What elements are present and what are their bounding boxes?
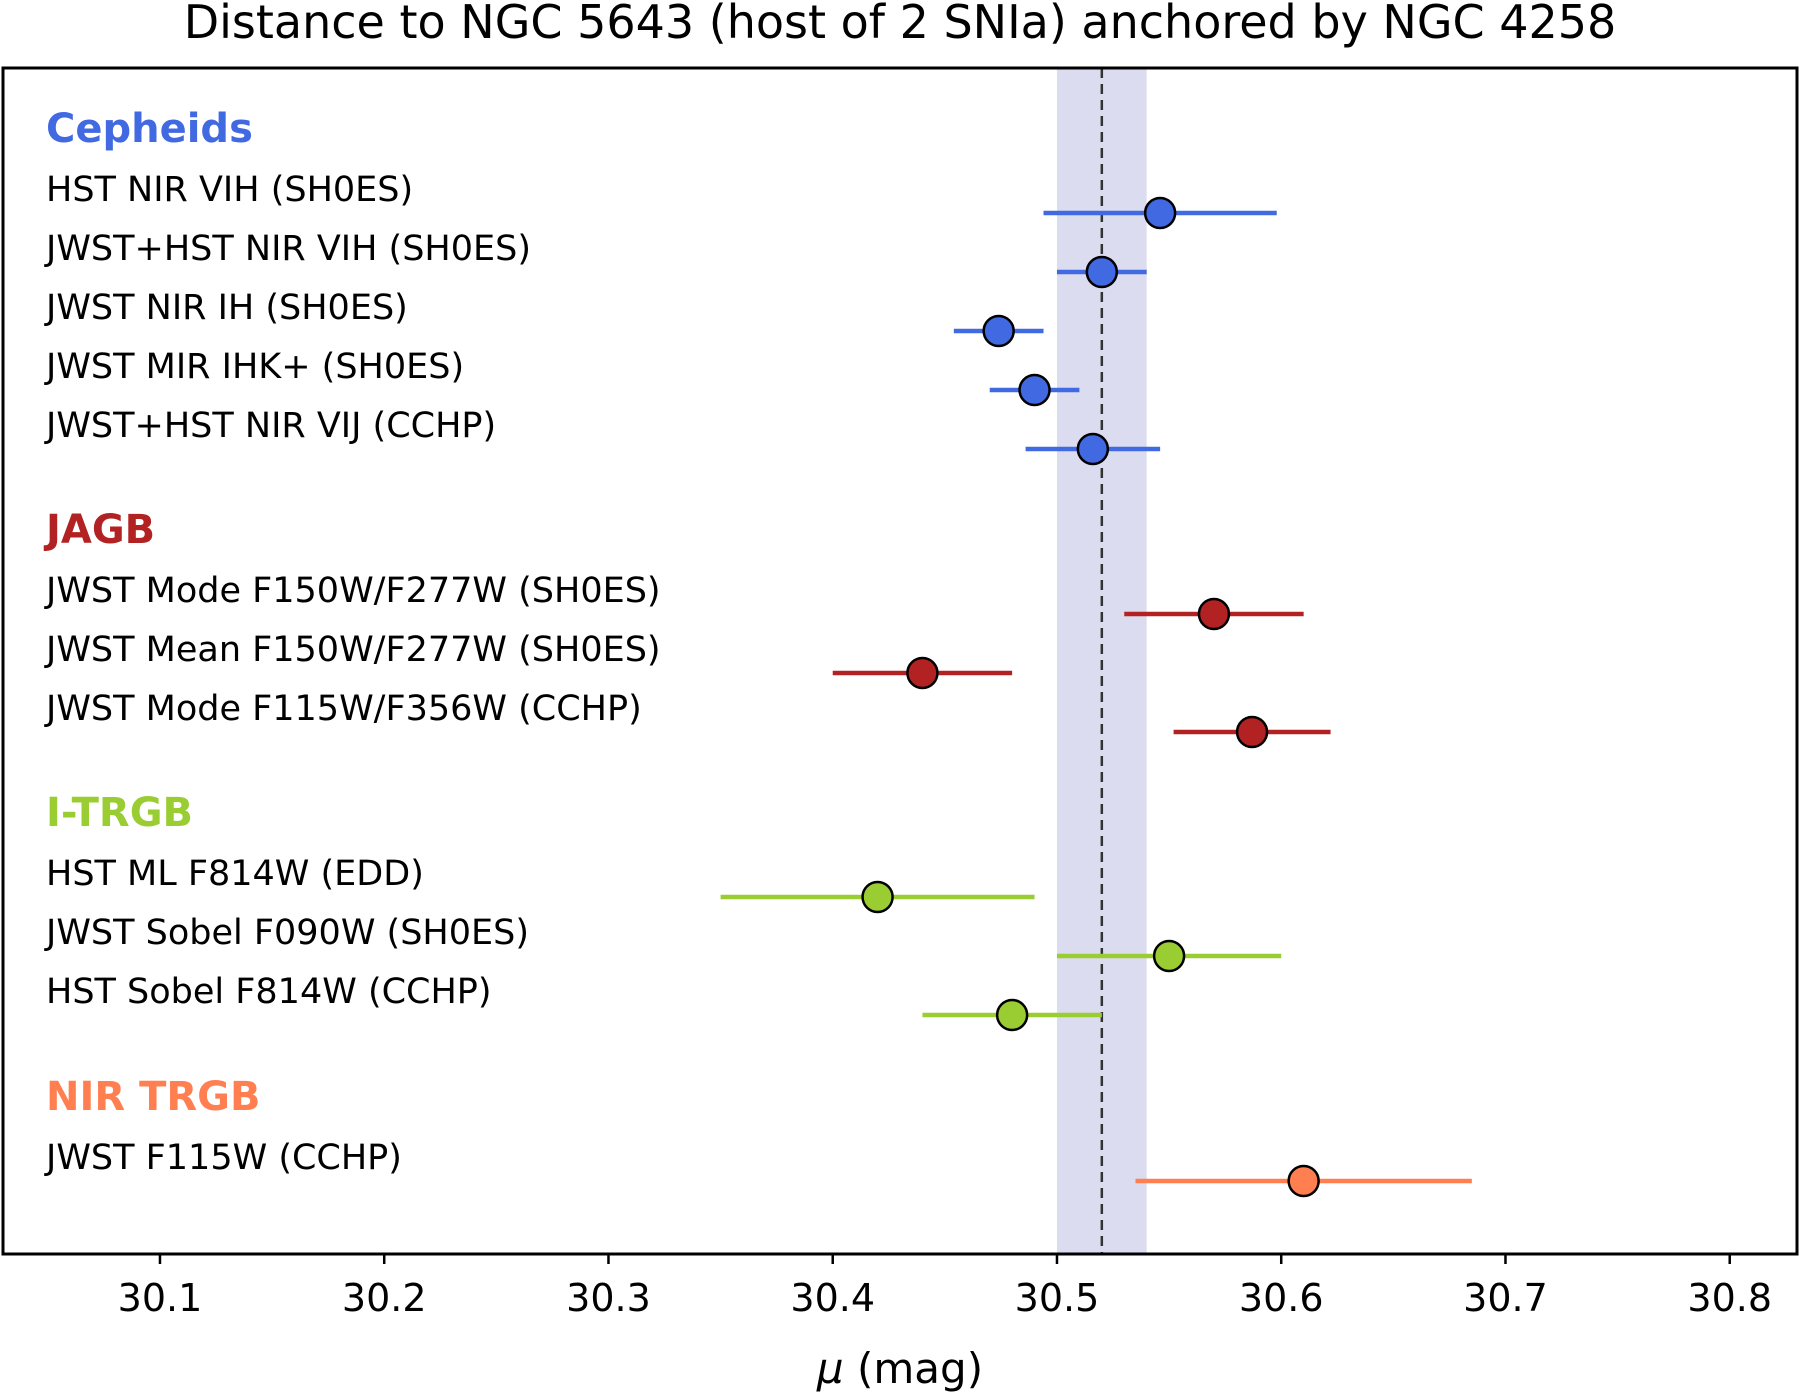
data-point xyxy=(1076,432,1110,466)
row-label: HST NIR VIH (SH0ES) xyxy=(46,170,413,210)
data-point xyxy=(1235,715,1269,749)
group-title: I-TRGB xyxy=(46,790,193,836)
data-point xyxy=(1152,939,1186,973)
x-tick-label: 30.4 xyxy=(790,1276,875,1320)
row-labels: Cepheids HST NIR VIH (SH0ES) JWST+HST NIR … xyxy=(43,106,661,1178)
row-label: JWST NIR IH (SH0ES) xyxy=(44,288,408,328)
chart-title: Distance to NGC 5643 (host of 2 SNIa) an… xyxy=(184,0,1617,49)
row-label: HST Sobel F814W (CCHP) xyxy=(46,972,492,1012)
group-title: NIR TRGB xyxy=(46,1074,261,1120)
row-label: JWST Mode F150W/F277W (SH0ES) xyxy=(44,571,661,611)
row-label: JWST MIR IHK+ (SH0ES) xyxy=(44,347,464,387)
row-label: JWST Mean F150W/F277W (SH0ES) xyxy=(44,630,661,670)
data-point xyxy=(861,880,894,914)
data-point xyxy=(995,998,1029,1032)
row-label: JWST F115W (CCHP) xyxy=(44,1138,402,1178)
x-tick-label: 30.1 xyxy=(118,1276,203,1320)
data-point xyxy=(1287,1164,1320,1198)
x-tick-label: 30.8 xyxy=(1687,1276,1772,1320)
data-point xyxy=(1018,373,1051,407)
data-point xyxy=(1143,196,1177,230)
row-label: JWST Sobel F090W (SH0ES) xyxy=(44,913,529,953)
data-point xyxy=(1197,597,1231,631)
x-tick-label: 30.3 xyxy=(566,1276,651,1320)
x-axis-label: μ (mag) xyxy=(816,1344,983,1393)
group-title: JAGB xyxy=(43,507,155,553)
data-point xyxy=(906,656,939,690)
row-label: JWST+HST NIR VIH (SH0ES) xyxy=(44,229,531,269)
plot-frame xyxy=(1,66,1799,1256)
row-label: JWST+HST NIR VIJ (CCHP) xyxy=(44,406,496,446)
group-title: Cepheids xyxy=(46,106,253,152)
x-axis-ticks: 30.1 30.2 30.3 30.4 30.5 30.6 30.7 30.8 xyxy=(118,1254,1772,1320)
row-label: HST ML F814W (EDD) xyxy=(46,854,424,894)
x-axis-symbol: μ xyxy=(816,1344,844,1393)
data-point xyxy=(982,314,1015,348)
x-tick-label: 30.7 xyxy=(1463,1276,1548,1320)
data-point xyxy=(1085,255,1119,289)
x-tick-label: 30.6 xyxy=(1239,1276,1324,1320)
data-marks xyxy=(720,196,1472,1198)
x-tick-label: 30.2 xyxy=(342,1276,427,1320)
row-label: JWST Mode F115W/F356W (CCHP) xyxy=(44,689,642,729)
x-tick-label: 30.5 xyxy=(1015,1276,1100,1320)
x-axis-unit: (mag) xyxy=(844,1344,983,1393)
